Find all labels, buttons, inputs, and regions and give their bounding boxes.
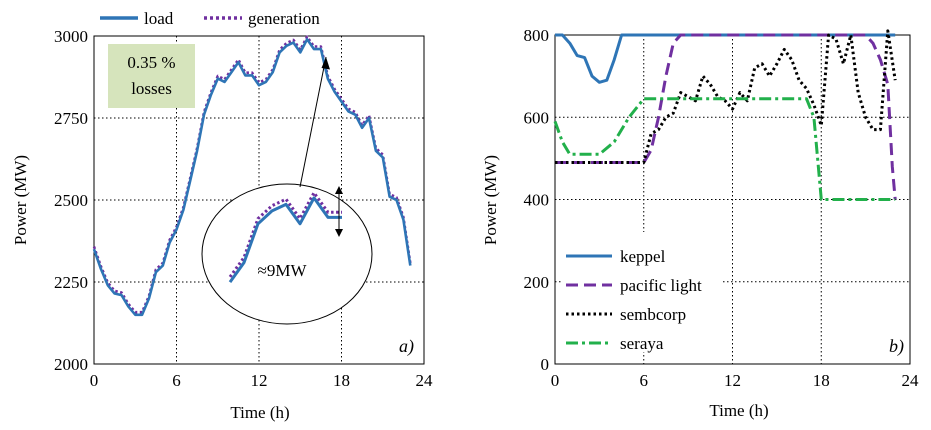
- panel-a-ylabel: Power (MW): [11, 155, 30, 245]
- panel-b-ytick-label: 400: [524, 191, 550, 210]
- panel-a-ytick-label: 3000: [54, 27, 88, 46]
- panel-a-xtick-label: 12: [251, 371, 268, 390]
- zoom-pointer-arrow-line: [299, 56, 327, 188]
- panel-a-frame: [93, 35, 425, 365]
- panel-b: 0 6 12 18 24 0 200 400 600 800 Time (h) Power (MW…: [481, 26, 919, 420]
- zoom-inset-ellipse: [201, 183, 373, 325]
- panel-b-xtick-label: 18: [813, 371, 830, 390]
- panel-a-ytick-label: 2000: [54, 355, 88, 374]
- panel-b-legend-bg: [561, 232, 721, 352]
- legend-seraya-label: seraya: [620, 334, 664, 353]
- panel-b-ytick-label: 800: [524, 26, 550, 45]
- legend-keppel-label: keppel: [620, 247, 666, 266]
- panel-a-xtick-label: 0: [90, 371, 99, 390]
- difference-arrowhead-bottom: [335, 229, 343, 237]
- panel-b-ytick-label: 0: [541, 355, 550, 374]
- series-load-line: [92, 37, 412, 317]
- series-pacific-light-line: [555, 33, 897, 200]
- panel-b-xtick-label: 24: [902, 371, 920, 390]
- losses-note-box: [108, 44, 195, 108]
- zoom-inset-label: ≈9MW: [258, 261, 308, 280]
- legend-pacific-light-label: pacific light: [620, 276, 702, 295]
- panel-b-xtick-label: 0: [551, 371, 560, 390]
- series-generation-line: [92, 35, 412, 314]
- legend-load-label: load: [144, 9, 174, 28]
- panel-a-ytick-label: 2250: [54, 273, 88, 292]
- series-seraya-line: [553, 97, 896, 201]
- panel-a: 0 6 12 18 24 2000 2250 2500 2750 3000 Time (h) Po…: [11, 9, 433, 422]
- zoom-pointer-arrowhead: [321, 57, 330, 70]
- legend-sembcorp-label: sembcorp: [620, 305, 686, 324]
- losses-note-line2: losses: [131, 79, 172, 98]
- panel-b-ytick-label: 200: [524, 273, 550, 292]
- panel-a-ytick-label: 2750: [54, 109, 88, 128]
- series-keppel-line: [555, 33, 896, 84]
- panel-a-xtick-label: 6: [172, 371, 181, 390]
- panel-b-ytick-label: 600: [524, 108, 550, 127]
- panel-a-xtick-label: 18: [333, 371, 350, 390]
- panel-b-xtick-label: 6: [640, 371, 649, 390]
- panel-a-xlabel: Time (h): [230, 403, 289, 422]
- panel-b-xtick-label: 12: [724, 371, 741, 390]
- panel-a-label: a): [399, 336, 414, 357]
- panel-a-ytick-label: 2500: [54, 191, 88, 210]
- inset-series-load-line: [228, 196, 342, 283]
- panel-b-label: b): [889, 336, 904, 357]
- difference-arrowhead-top: [335, 186, 343, 194]
- losses-note-line1: 0.35 %: [127, 53, 175, 72]
- panel-a-xtick-label: 24: [416, 371, 434, 390]
- panel-b-xlabel: Time (h): [709, 401, 768, 420]
- series-sembcorp-line: [555, 29, 897, 164]
- legend-generation-label: generation: [248, 9, 320, 28]
- panel-b-ylabel: Power (MW): [481, 155, 500, 245]
